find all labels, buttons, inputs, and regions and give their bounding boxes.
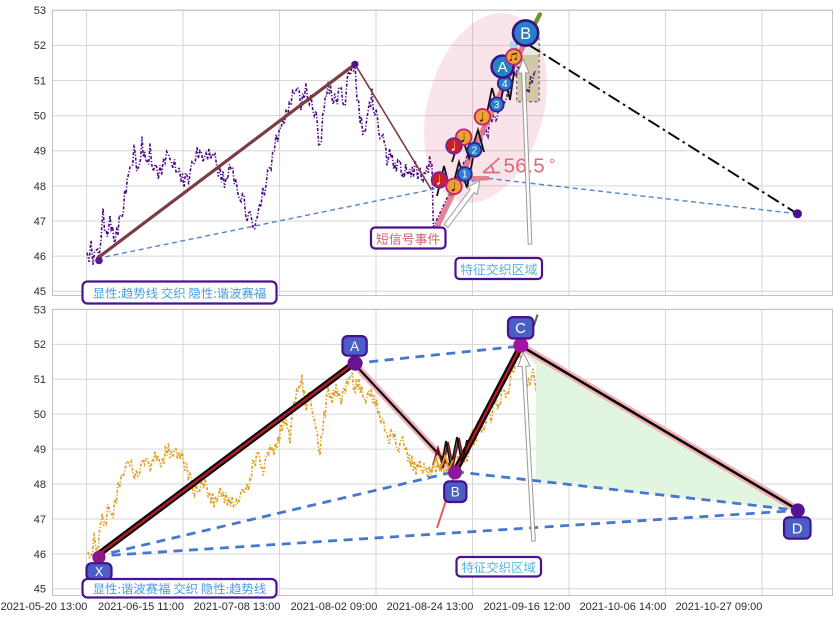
svg-text:46: 46 [34,251,46,263]
svg-text:2021-08-24 13:00: 2021-08-24 13:00 [387,601,474,613]
svg-text:B: B [520,25,531,43]
svg-text:45: 45 [34,286,46,298]
svg-text:2021-10-27 09:00: 2021-10-27 09:00 [676,601,763,613]
svg-text:56.5°: 56.5 ° [504,155,556,178]
svg-text:2021-05-20 13:00: 2021-05-20 13:00 [1,601,88,613]
svg-text:51: 51 [34,374,46,386]
svg-text:2021-10-06 14:00: 2021-10-06 14:00 [580,601,667,613]
svg-text:2021-09-16 12:00: 2021-09-16 12:00 [484,601,571,613]
svg-text:50: 50 [34,409,46,421]
svg-text:1: 1 [462,170,468,181]
svg-text:47: 47 [34,216,46,228]
svg-text:4: 4 [502,79,508,90]
svg-text:C: C [515,320,526,337]
svg-text:2: 2 [472,145,478,156]
svg-text:53: 53 [34,5,46,17]
svg-text:X: X [95,565,104,579]
svg-text:D: D [792,520,803,537]
svg-text:48: 48 [34,181,46,193]
svg-text:51: 51 [34,75,46,87]
svg-text:45: 45 [34,584,46,596]
svg-text:48: 48 [34,479,46,491]
svg-text:A: A [497,59,507,76]
svg-text:A: A [350,339,359,354]
svg-text:52: 52 [34,40,46,52]
svg-text:49: 49 [34,146,46,158]
svg-text:46: 46 [34,549,46,561]
svg-text:B: B [451,485,460,500]
svg-text:49: 49 [34,444,46,456]
svg-text:47: 47 [34,514,46,526]
svg-text:3: 3 [494,100,500,111]
svg-text:53: 53 [34,304,46,316]
svg-text:2021-08-02 09:00: 2021-08-02 09:00 [291,601,378,613]
svg-text:2021-07-08 13:00: 2021-07-08 13:00 [194,601,281,613]
svg-text:2021-06-15 11:00: 2021-06-15 11:00 [98,601,184,613]
svg-text:50: 50 [34,111,46,123]
svg-text:52: 52 [34,339,46,351]
